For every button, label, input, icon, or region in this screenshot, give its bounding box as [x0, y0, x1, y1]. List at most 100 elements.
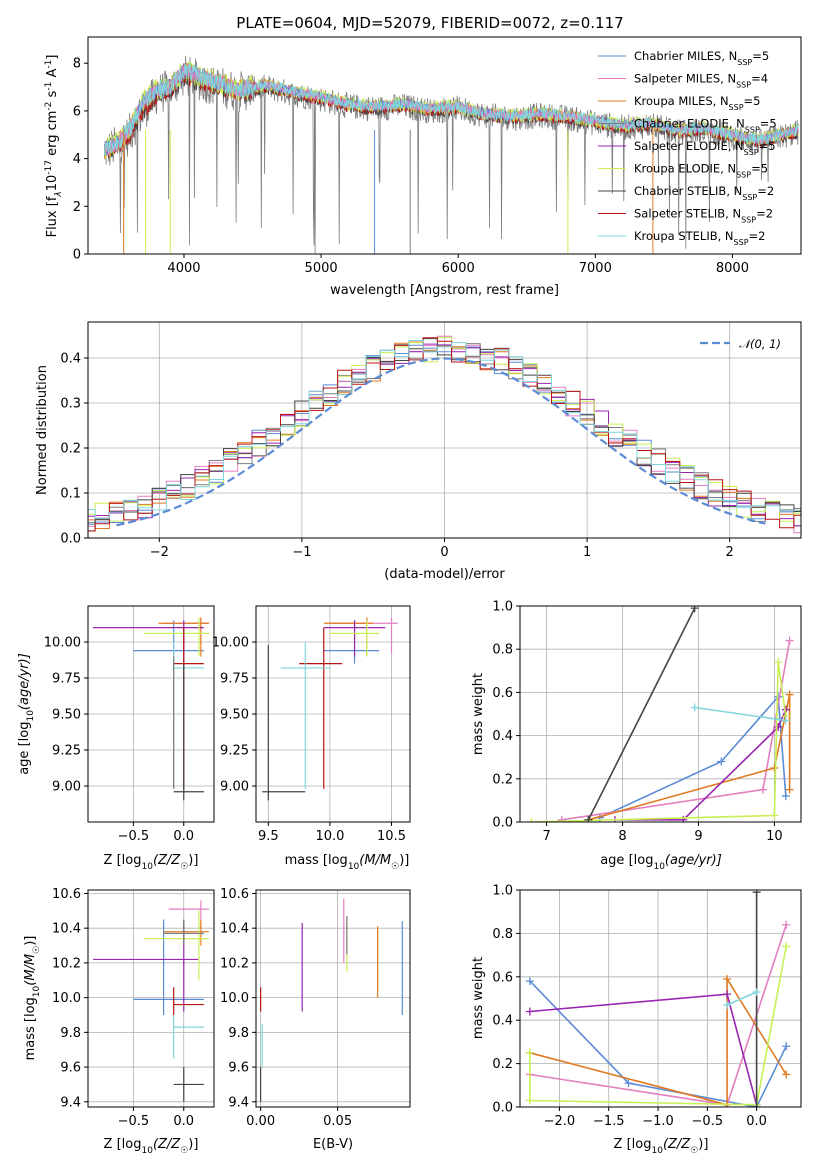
y-tick-label: 0.2	[492, 772, 513, 787]
legend-entry: Chabrier ELODIE, NSSP=5	[634, 117, 777, 135]
residual-histogram-panel: −2 −1 0 1 2 0.0 0.1 0.2 0.3 0.4 (data-model)/error…	[35, 321, 802, 582]
histogram-step	[88, 337, 801, 522]
label-part: -1	[44, 60, 54, 69]
weight-point	[774, 692, 783, 701]
y-tick-label: 2	[73, 200, 81, 215]
label-part: 10	[653, 862, 665, 872]
y-axis-label: Flux [fλ10-17 erg cm-2 s-1 A-1]	[44, 55, 64, 238]
x-tick-label: 0.05	[323, 1114, 352, 1129]
y-tick-label: 9.8	[228, 1026, 249, 1041]
label-part: erg cm	[45, 111, 60, 160]
y-tick-label: 0.8	[492, 927, 513, 942]
x-tick-label: 8000	[716, 261, 749, 276]
weight-point	[785, 785, 794, 794]
legend-entry: 𝒩(0, 1)	[739, 337, 781, 351]
legend-text: Kroupa STELIB, N	[634, 229, 734, 243]
label-part: ☉	[391, 862, 399, 872]
label-part: )]	[698, 1137, 708, 1152]
y-tick-label: 0.0	[60, 532, 81, 547]
x-axis-label: age [log10(age/yr)]	[600, 853, 722, 872]
weight-point	[690, 606, 699, 613]
label-part: Z [log	[614, 1137, 652, 1152]
weight-point	[557, 815, 566, 822]
y-tick-label: 9.4	[228, 1095, 249, 1110]
x-tick-label: −0.5	[692, 1114, 724, 1129]
legend-subscript: SSP	[734, 238, 749, 247]
plot-area	[104, 55, 799, 254]
legend-text: Kroupa ELODIE, N	[634, 162, 736, 176]
y-axis-label: mass weight	[471, 673, 486, 755]
label-part: ☉	[32, 946, 42, 954]
label-part: ☉	[180, 1146, 188, 1156]
weight-line	[529, 946, 787, 1106]
legend-subscript: SSP	[737, 58, 752, 67]
label-part: ☉	[690, 1146, 698, 1156]
mass-weight-vs-metallicity-panel: −2.0 −1.5 −1.0 −0.5 0.0 0.0 0.2 0.4 0.6 0.8 1.0 Z […	[471, 884, 802, 1156]
legend-entry: Kroupa MILES, NSSP=5	[634, 94, 760, 112]
plot-area	[88, 606, 214, 822]
label-part: mass [log	[23, 997, 38, 1060]
x-axis-label: Z [log10(Z/Z☉)]	[104, 853, 199, 872]
weight-point	[525, 977, 534, 986]
legend-entry: Salpeter STELIB, NSSP=2	[634, 207, 773, 225]
label-part: 10	[348, 862, 360, 872]
label-part: A	[45, 69, 60, 82]
legend-subscript: SSP	[729, 103, 744, 112]
weight-point	[785, 690, 794, 699]
label-part: s	[45, 90, 60, 101]
x-tick-label: 7	[542, 829, 550, 844]
mass-vs-extinction-panel: 0.00 0.05 9.4 9.6 9.8 10.0 10.2 10.4 10.6 E(B-V)	[220, 887, 411, 1152]
legend-subscript: SSP	[736, 170, 751, 179]
label-part: ]	[45, 55, 60, 60]
legend-text: Kroupa MILES, N	[634, 94, 729, 108]
x-tick-label: 0	[440, 545, 448, 560]
x-tick-label: −2	[150, 545, 169, 560]
y-tick-label: 8	[73, 57, 81, 72]
gaussian-curve	[116, 357, 766, 527]
legend-entry: Kroupa STELIB, NSSP=2	[634, 229, 765, 247]
weight-point	[584, 815, 593, 822]
weight-point	[723, 974, 732, 983]
x-tick-label: −2.0	[544, 1114, 576, 1129]
weight-point	[781, 716, 790, 725]
label-part: (M/M	[23, 954, 38, 986]
y-tick-label: 9.8	[60, 1026, 81, 1041]
y-tick-label: 10.4	[220, 922, 249, 937]
y-tick-label: 10.00	[44, 636, 81, 651]
weight-point	[759, 785, 768, 794]
label-part: age [log	[17, 722, 32, 775]
y-tick-label: 10.00	[212, 636, 249, 651]
label-part: )]	[399, 853, 409, 868]
axes-frame	[87, 889, 215, 1108]
x-tick-label: 5000	[305, 261, 338, 276]
axes-frame	[87, 36, 802, 255]
legend-entry: Salpeter MILES, NSSP=4	[634, 72, 768, 90]
label-part: 10	[141, 862, 153, 872]
y-tick-label: 0.4	[60, 352, 81, 367]
x-tick-label: 6000	[442, 261, 475, 276]
x-tick-label: 9	[694, 829, 702, 844]
weight-point	[723, 1001, 732, 1010]
y-tick-label: 9.75	[220, 672, 249, 687]
y-axis-label: Normed distribution	[35, 365, 50, 495]
plot-area	[88, 322, 801, 538]
figure-title: PLATE=0604, MJD=52079, FIBERID=0072, z=0…	[236, 14, 623, 32]
label-part: -17	[44, 160, 54, 175]
plot-area	[256, 606, 410, 822]
histogram-step	[88, 343, 801, 527]
x-axis-label: (data-model)/error	[384, 567, 505, 582]
x-tick-label: 1	[583, 545, 591, 560]
legend-text: Salpeter MILES, N	[634, 72, 736, 86]
y-tick-label: 9.4	[60, 1095, 81, 1110]
legend-subscript: SSP	[745, 125, 760, 134]
label-part: -2	[44, 102, 54, 111]
spectrum-line	[104, 63, 799, 156]
weight-line	[599, 694, 787, 819]
x-tick-label: 10.0	[315, 829, 344, 844]
x-axis-label: Z [log10(Z/Z☉)]	[614, 1137, 709, 1156]
label-part: λ	[54, 191, 64, 197]
y-tick-label: 0.6	[492, 970, 513, 985]
